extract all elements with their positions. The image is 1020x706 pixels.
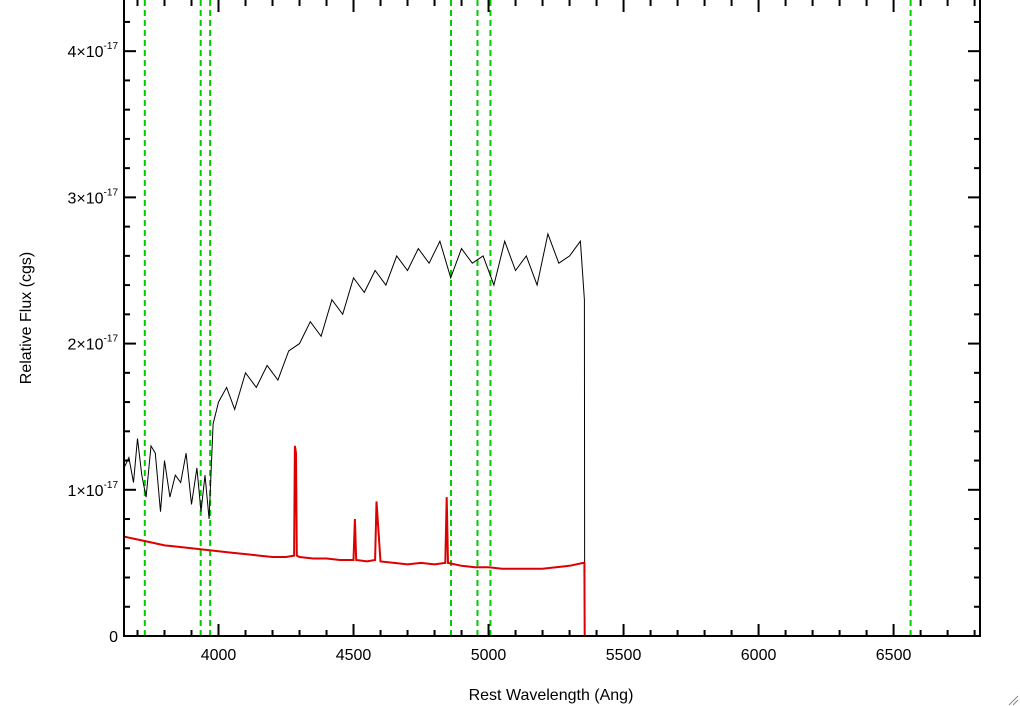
emission-line-markers xyxy=(143,0,912,636)
y-tick-label: 3×10-17 xyxy=(68,187,119,207)
series-line-0 xyxy=(123,232,980,637)
y-tick-label: 4×10-17 xyxy=(68,41,119,61)
resize-grip-icon[interactable] xyxy=(1008,695,1019,706)
y-tick-label: 2×10-17 xyxy=(68,334,119,354)
x-axis-title: Rest Wavelength (Ang) xyxy=(469,687,634,704)
x-tick-labels: 4000 4500 5000 5500 6000 6500 xyxy=(201,647,912,664)
axis-ticks xyxy=(124,0,980,637)
x-tick-label: 5500 xyxy=(606,647,642,664)
spectrum-series xyxy=(123,232,980,637)
x-tick-label: 6000 xyxy=(741,647,777,664)
x-tick-label: 4500 xyxy=(336,647,372,664)
y-tick-labels: 0 1×10-17 2×10-17 3×10-17 4×10-17 xyxy=(68,41,119,646)
x-tick-label: 5000 xyxy=(471,647,507,664)
series-line-1 xyxy=(123,445,980,637)
y-tick-label: 1×10-17 xyxy=(68,480,119,500)
y-axis-title: Relative Flux (cgs) xyxy=(18,252,35,384)
y-tick-label: 0 xyxy=(109,629,118,646)
x-tick-label: 4000 xyxy=(201,647,237,664)
x-tick-label: 6500 xyxy=(876,647,912,664)
plot-frame xyxy=(123,0,981,637)
